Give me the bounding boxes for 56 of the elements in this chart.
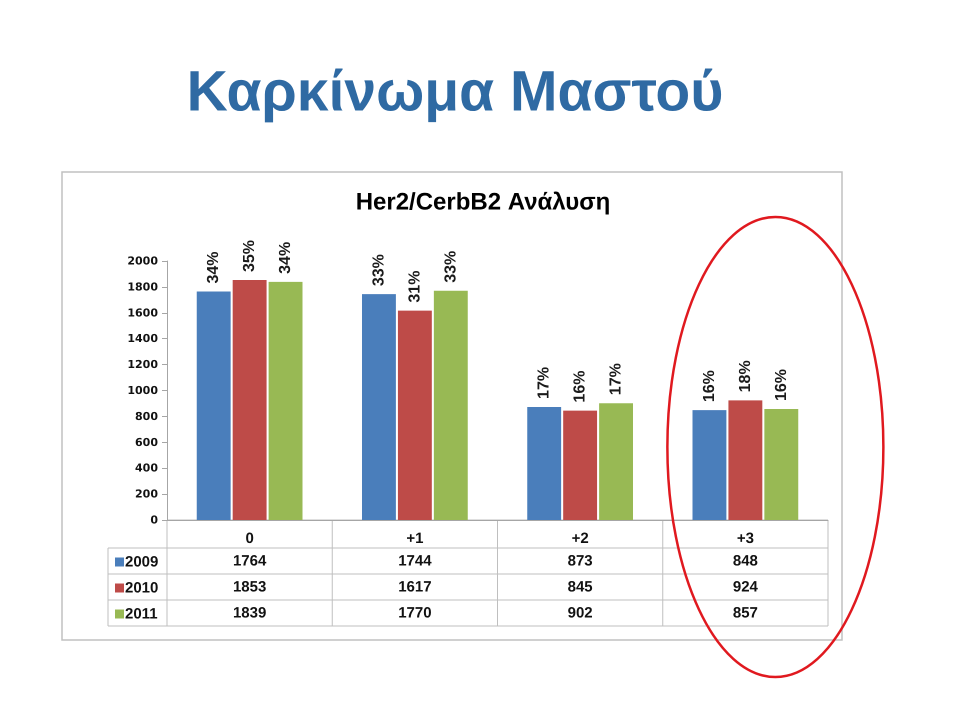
x-tick-label: +1 [406,530,424,547]
bar [232,280,267,520]
y-tick-label: 400 [135,462,158,475]
bar [599,403,634,520]
data-label: 873 [568,552,593,570]
x-tick-label: +2 [572,530,589,547]
y-tick-label: 1800 [127,280,158,294]
legend-label: 2009 [125,554,158,570]
annotation: 33% [370,254,388,286]
y-tick-label: 800 [135,410,158,423]
y-tick-label: 1000 [127,384,158,397]
chart-subtitle: Her2/CerbB2 Ανάλυση [356,188,610,216]
legend-label: 2011 [125,606,158,622]
bar [563,410,598,520]
annotation: 34% [205,252,222,284]
data-label: 857 [732,604,758,622]
annotation: 35% [241,240,258,272]
annotation: 17% [536,366,553,399]
y-tick-label: 0 [150,514,158,526]
bar [196,292,231,520]
y-tick-label: 1400 [127,332,158,346]
data-label: 1744 [398,552,432,570]
bar [527,406,562,520]
y-tick-label: 600 [135,436,158,449]
bar [398,310,432,520]
legend-label: 2010 [125,580,158,596]
annotation: 34% [277,242,294,274]
bar [268,282,303,520]
y-tick-label: 2000 [127,254,158,268]
bar [434,290,468,520]
y-tick-label: 200 [135,488,158,501]
data-label: 1839 [232,604,266,622]
data-label: 1764 [232,552,267,570]
x-tick-label: +3 [736,530,754,547]
bar [692,410,726,520]
data-label: 1853 [232,578,266,596]
bar [764,409,798,520]
y-tick-label: 1200 [127,358,158,372]
annotation: 16% [700,370,718,402]
annotation: 16% [572,370,589,403]
y-tick-label: 1600 [127,306,158,320]
chart-title: Καρκίνωμα Μαστού [186,60,724,124]
data-label: 1617 [398,578,432,596]
annotation: 17% [608,363,625,396]
data-label: 848 [732,552,758,570]
bar [728,400,762,520]
data-label: 902 [568,604,593,622]
annotation: 31% [406,270,424,303]
annotation: 18% [736,360,754,392]
annotation: 33% [442,250,460,283]
data-label: 1770 [398,604,432,622]
data-label: 924 [732,578,759,596]
bar [362,294,396,520]
data-label: 845 [568,578,593,596]
annotation: 16% [772,368,790,402]
x-tick-label: 0 [245,530,254,547]
